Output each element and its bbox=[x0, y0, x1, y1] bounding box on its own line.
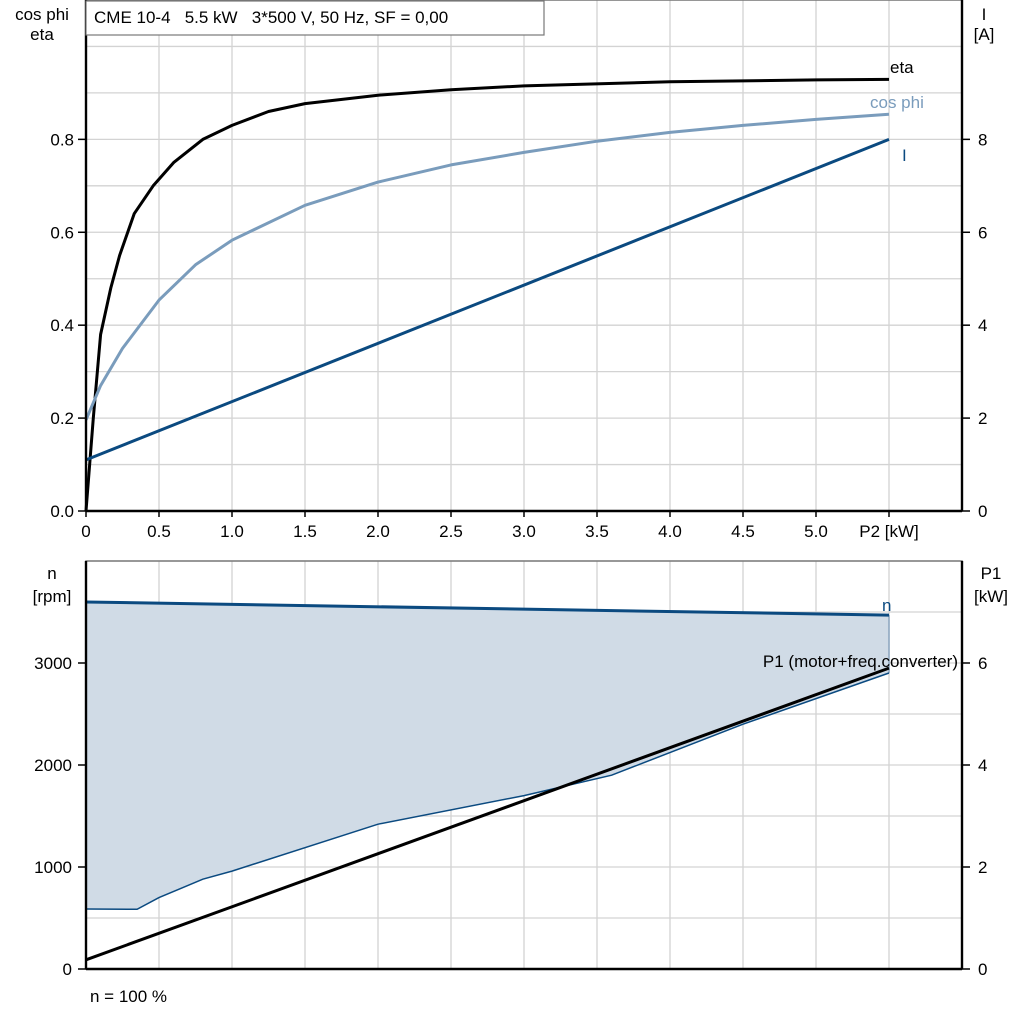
x-tick-label: 3.5 bbox=[585, 522, 609, 541]
I-series-label: I bbox=[902, 146, 907, 165]
footnote: n = 100 % bbox=[90, 987, 167, 1006]
x-tick-label: 0 bbox=[81, 522, 90, 541]
y-right-label-I: I bbox=[982, 5, 987, 24]
y-left-tick-label: 2000 bbox=[34, 756, 72, 775]
eta-curve bbox=[84, 77, 890, 512]
title-box bbox=[85, 0, 545, 36]
y-left-tick-label: 1000 bbox=[34, 858, 72, 877]
y-right-tick-label: 0 bbox=[978, 960, 987, 979]
y-left-tick-label: 0 bbox=[63, 960, 72, 979]
x-tick-label: 4.5 bbox=[731, 522, 755, 541]
y-right-tick-label: 8 bbox=[978, 130, 987, 149]
y-right-tick-label: 2 bbox=[978, 409, 987, 428]
speed-range-fill bbox=[86, 602, 889, 910]
x-tick-label: 2.0 bbox=[366, 522, 390, 541]
x-tick-label: 4.0 bbox=[658, 522, 682, 541]
y-left-tick-label: 0.2 bbox=[50, 409, 74, 428]
y-right-label-P1: P1 bbox=[981, 564, 1002, 583]
x-tick-label: P2 [kW] bbox=[859, 522, 919, 541]
series-lines bbox=[84, 77, 890, 962]
x-tick-label: 2.5 bbox=[439, 522, 463, 541]
n-curve bbox=[85, 600, 890, 617]
i-curve bbox=[85, 138, 890, 462]
y-right-tick-label: 4 bbox=[978, 316, 987, 335]
y-right-label-P1-unit: [kW] bbox=[974, 587, 1008, 606]
x-tick-label: 0.5 bbox=[147, 522, 171, 541]
speed-range-area bbox=[86, 602, 890, 910]
y-right-tick-label: 6 bbox=[978, 223, 987, 242]
cos-phi-curve bbox=[84, 112, 890, 421]
y-left-tick-label: 0.8 bbox=[50, 130, 74, 149]
y-right-tick-label: 4 bbox=[978, 756, 987, 775]
y-left-tick-label: 3000 bbox=[34, 654, 72, 673]
x-tick-label: 5.0 bbox=[804, 522, 828, 541]
tick-labels: 0 0.5 1.0 1.5 2.0 2.5 3.0 3.5 4.0 4.5 5.0 P2 [kW] 0.… bbox=[34, 130, 987, 979]
n-series-label: n bbox=[882, 596, 891, 615]
p1-curve bbox=[85, 666, 890, 962]
y-left-tick-label: 0.6 bbox=[50, 223, 74, 242]
cosphi-series-label: cos phi bbox=[870, 93, 924, 112]
y-left-label-cosphi: cos phi bbox=[15, 5, 69, 24]
min-speed-curve bbox=[85, 672, 890, 911]
top-grid bbox=[86, 0, 962, 511]
y-left-label-n: n bbox=[47, 564, 56, 583]
y-left-label-n-unit: [rpm] bbox=[33, 587, 72, 606]
P1-series-label: P1 (motor+freq.converter) bbox=[763, 652, 958, 671]
y-left-tick-label: 0.0 bbox=[50, 502, 74, 521]
chart-title: CME 10-4 5.5 kW 3*500 V, 50 Hz, SF = 0,0… bbox=[94, 8, 448, 27]
eta-series-label: eta bbox=[890, 58, 914, 77]
y-right-tick-label: 2 bbox=[978, 858, 987, 877]
y-left-tick-label: 0.4 bbox=[50, 316, 74, 335]
y-left-label-eta: eta bbox=[30, 25, 54, 44]
y-right-label-I-unit: [A] bbox=[974, 25, 995, 44]
x-tick-label: 3.0 bbox=[512, 522, 536, 541]
x-tick-label: 1.5 bbox=[293, 522, 317, 541]
y-right-tick-label: 6 bbox=[978, 654, 987, 673]
y-right-tick-label: 0 bbox=[978, 502, 987, 521]
x-tick-label: 1.0 bbox=[220, 522, 244, 541]
